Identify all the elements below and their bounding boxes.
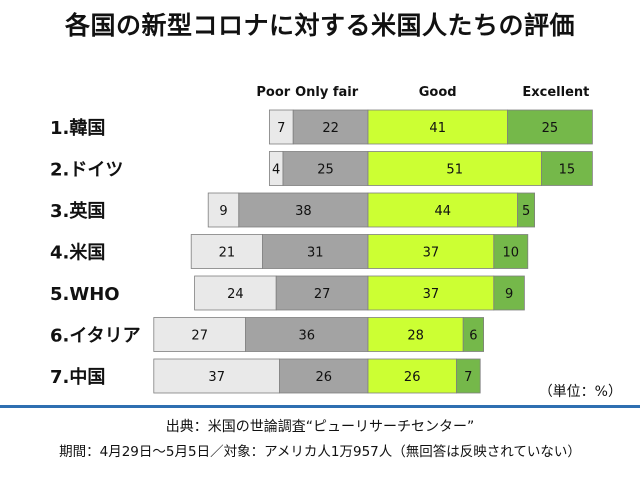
legend-label-good: Good — [419, 85, 457, 100]
data-label: 6 — [469, 329, 477, 344]
data-label: 15 — [559, 163, 576, 178]
data-label: 27 — [191, 329, 208, 344]
bar-excellent — [493, 275, 525, 311]
data-label: 21 — [219, 246, 236, 261]
data-label: 28 — [407, 329, 424, 344]
data-label: 51 — [446, 163, 463, 178]
category-label: 6.イタリア — [50, 326, 141, 347]
category-label: 1.韓国 — [50, 117, 105, 139]
category-label: 4.米国 — [50, 242, 105, 264]
data-label: 10 — [503, 246, 520, 261]
data-label: 37 — [423, 246, 440, 261]
bar-excellent — [517, 192, 535, 228]
bar-good — [367, 192, 519, 228]
data-label: 36 — [299, 329, 316, 344]
data-label: 7 — [464, 370, 472, 385]
bar-good — [367, 234, 495, 269]
legend-label-only-fair: Only fair — [295, 85, 359, 100]
data-label: 38 — [295, 204, 312, 219]
data-label: 25 — [542, 121, 559, 136]
legend-label-poor: Poor — [256, 85, 290, 100]
data-label: 31 — [307, 246, 324, 261]
bar-only-fair — [275, 275, 369, 311]
data-label: 4 — [272, 163, 280, 178]
bar-poor — [207, 192, 240, 228]
data-label: 37 — [423, 287, 440, 302]
data-label: 9 — [219, 204, 227, 219]
bar-poor — [194, 275, 277, 311]
bar-poor — [190, 234, 263, 269]
category-label: 3.英国 — [50, 200, 105, 222]
diverging-bar-chart: Poor Only fair Good Excellent 1.韓国 7 22 41 25 2.ド… — [50, 85, 593, 394]
bar-good — [367, 151, 542, 186]
bar-excellent — [506, 109, 593, 145]
data-label: 9 — [505, 287, 513, 302]
category-label: 7.中国 — [50, 366, 105, 388]
bar-good — [367, 317, 464, 352]
data-label: 41 — [429, 121, 446, 136]
legend-label-excellent: Excellent — [522, 85, 589, 100]
bar-only-fair — [282, 151, 369, 186]
bar-excellent — [541, 151, 593, 186]
source-note: 出典：米国の世論調査“ピューリサーチセンター” — [165, 419, 475, 435]
data-label: 24 — [227, 287, 244, 302]
bar-poor — [153, 358, 281, 394]
data-label: 26 — [404, 370, 421, 385]
bar-only-fair — [292, 109, 369, 145]
bar-poor — [153, 317, 247, 352]
data-label: 7 — [277, 121, 285, 136]
category-label: 2.ドイツ — [50, 160, 123, 181]
bar-only-fair — [238, 192, 369, 228]
chart-title: 各国の新型コロナに対する米国人たちの評価 — [64, 11, 575, 40]
data-label: 22 — [322, 121, 339, 136]
data-label: 37 — [208, 370, 225, 385]
bar-only-fair — [262, 234, 369, 269]
data-label: 26 — [316, 370, 333, 385]
unit-note: （単位：%） — [538, 384, 622, 400]
category-label: 5.WHO — [50, 284, 120, 305]
survey-period-note: 期間：4月29日～5月5日／対象：アメリカ人1万957人（無回答は反映されていな… — [59, 444, 581, 460]
bar-excellent — [455, 358, 481, 394]
data-label: 25 — [317, 163, 334, 178]
footer-divider — [0, 405, 640, 408]
data-label: 44 — [435, 204, 452, 219]
data-label: 5 — [522, 204, 530, 219]
bar-excellent — [462, 317, 485, 352]
bar-good — [367, 275, 495, 311]
bar-good — [367, 358, 457, 394]
data-label: 27 — [314, 287, 331, 302]
bar-excellent — [493, 234, 529, 269]
